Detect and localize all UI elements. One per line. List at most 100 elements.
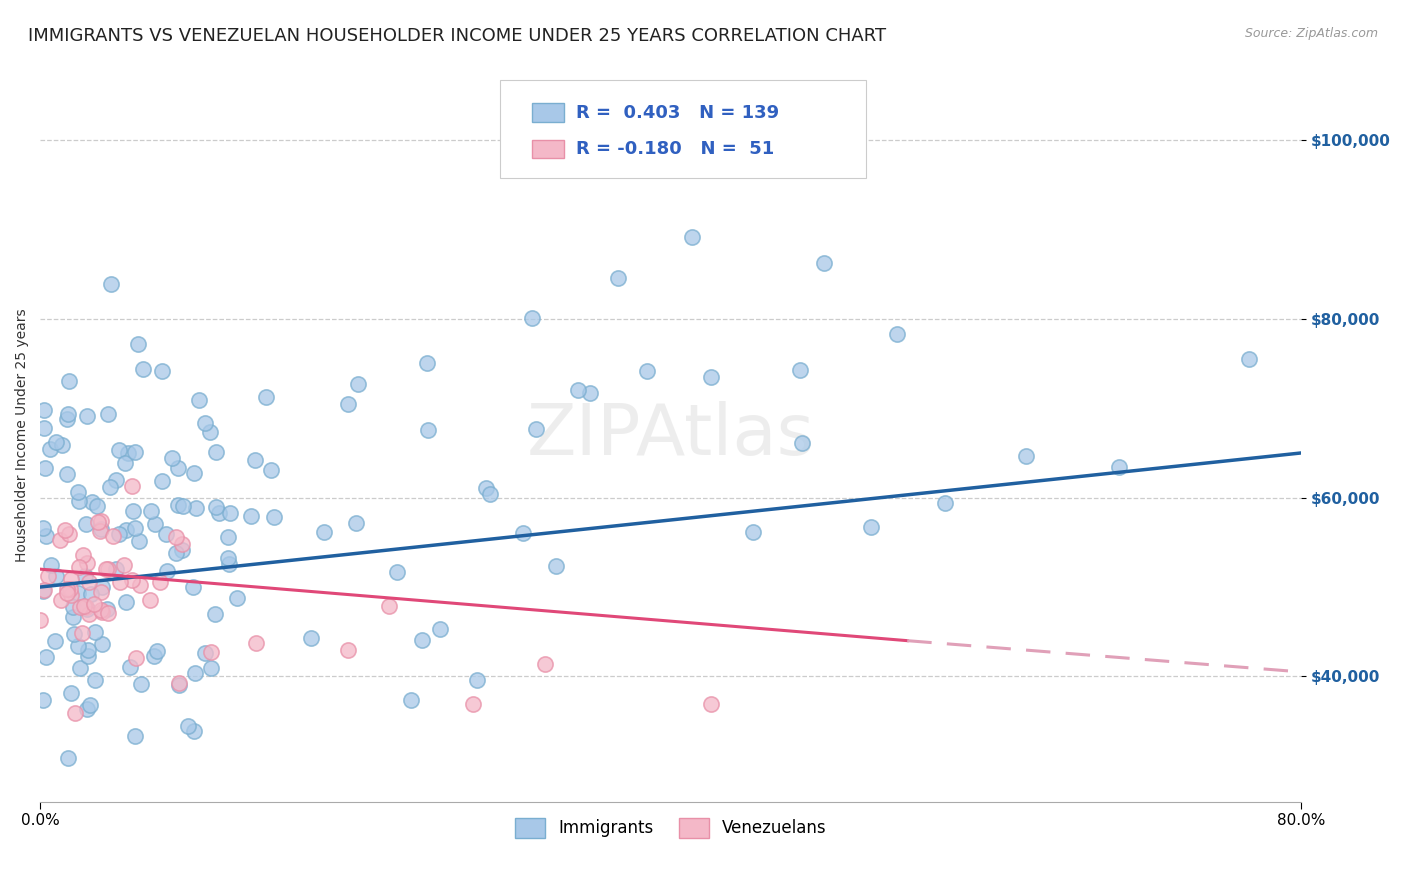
Point <box>143 649 166 664</box>
Point <box>194 646 217 660</box>
Point <box>114 523 136 537</box>
Point <box>346 516 368 530</box>
Point <box>34 529 56 543</box>
Point <box>56 407 79 421</box>
Point <box>51 438 73 452</box>
Point <box>218 558 240 572</box>
Point <box>128 578 150 592</box>
Point <box>86 500 108 514</box>
Point <box>59 582 82 596</box>
Y-axis label: Householder Income Under 25 years: Householder Income Under 25 years <box>15 309 30 562</box>
Point <box>56 586 79 600</box>
Point <box>606 271 628 285</box>
Point <box>122 504 145 518</box>
Point <box>62 610 84 624</box>
Point <box>90 522 112 536</box>
Point <box>51 593 73 607</box>
Point <box>129 676 152 690</box>
Point <box>90 637 112 651</box>
Point <box>73 599 96 613</box>
Point <box>886 326 908 341</box>
Point <box>100 277 122 291</box>
Point <box>166 530 188 544</box>
Point <box>183 724 205 739</box>
Point <box>170 537 193 551</box>
Point <box>217 551 239 566</box>
Point <box>385 565 408 579</box>
Point <box>56 467 79 482</box>
Point <box>378 599 401 614</box>
Point <box>1108 460 1130 475</box>
Point <box>66 485 89 500</box>
Point <box>98 480 121 494</box>
Point <box>90 585 112 599</box>
Text: Source: ZipAtlas.com: Source: ZipAtlas.com <box>1244 27 1378 40</box>
Point <box>141 504 163 518</box>
Point <box>76 557 98 571</box>
Point <box>567 384 589 398</box>
Point <box>63 627 86 641</box>
Point <box>127 337 149 351</box>
Point <box>337 397 360 411</box>
Point <box>167 499 190 513</box>
Point <box>94 562 117 576</box>
Point <box>187 392 209 407</box>
Point <box>63 706 86 720</box>
FancyBboxPatch shape <box>531 140 564 158</box>
Point <box>429 622 451 636</box>
Point <box>77 607 100 621</box>
Point <box>143 516 166 531</box>
Point <box>150 474 173 488</box>
Point <box>44 634 66 648</box>
Point <box>66 586 89 600</box>
Point <box>245 636 267 650</box>
Point <box>75 600 97 615</box>
Point <box>681 230 703 244</box>
Point <box>167 461 190 475</box>
Point <box>97 407 120 421</box>
Point <box>69 661 91 675</box>
Point <box>83 673 105 687</box>
Point <box>59 686 82 700</box>
Point <box>186 500 208 515</box>
Point <box>699 370 721 384</box>
Point <box>76 702 98 716</box>
Point <box>76 648 98 663</box>
Point <box>103 529 125 543</box>
Point <box>512 525 534 540</box>
Point <box>56 411 79 425</box>
Point <box>260 463 283 477</box>
Point <box>56 751 79 765</box>
Point <box>346 377 368 392</box>
Point <box>49 533 72 548</box>
Point <box>114 595 136 609</box>
Point <box>67 560 90 574</box>
Point <box>167 678 190 692</box>
Point <box>934 496 956 510</box>
Point <box>30 613 52 627</box>
Point <box>79 698 101 713</box>
Point <box>813 256 835 270</box>
Point <box>32 693 55 707</box>
Point <box>245 452 267 467</box>
Point <box>314 525 336 540</box>
Legend: Immigrants, Venezuelans: Immigrants, Venezuelans <box>509 811 834 845</box>
Text: IMMIGRANTS VS VENEZUELAN HOUSEHOLDER INCOME UNDER 25 YEARS CORRELATION CHART: IMMIGRANTS VS VENEZUELAN HOUSEHOLDER INC… <box>28 27 886 45</box>
Point <box>263 510 285 524</box>
Point <box>204 500 226 514</box>
Point <box>80 587 103 601</box>
Point <box>145 644 167 658</box>
Point <box>150 364 173 378</box>
Point <box>172 499 194 513</box>
Point <box>67 639 90 653</box>
Point <box>170 543 193 558</box>
Point <box>121 479 143 493</box>
Point <box>80 495 103 509</box>
Point <box>77 575 100 590</box>
Text: R = -0.180   N =  51: R = -0.180 N = 51 <box>576 140 775 158</box>
Point <box>56 582 79 596</box>
Point <box>121 573 143 587</box>
Point <box>200 661 222 675</box>
Point <box>75 517 97 532</box>
Point <box>479 487 502 501</box>
